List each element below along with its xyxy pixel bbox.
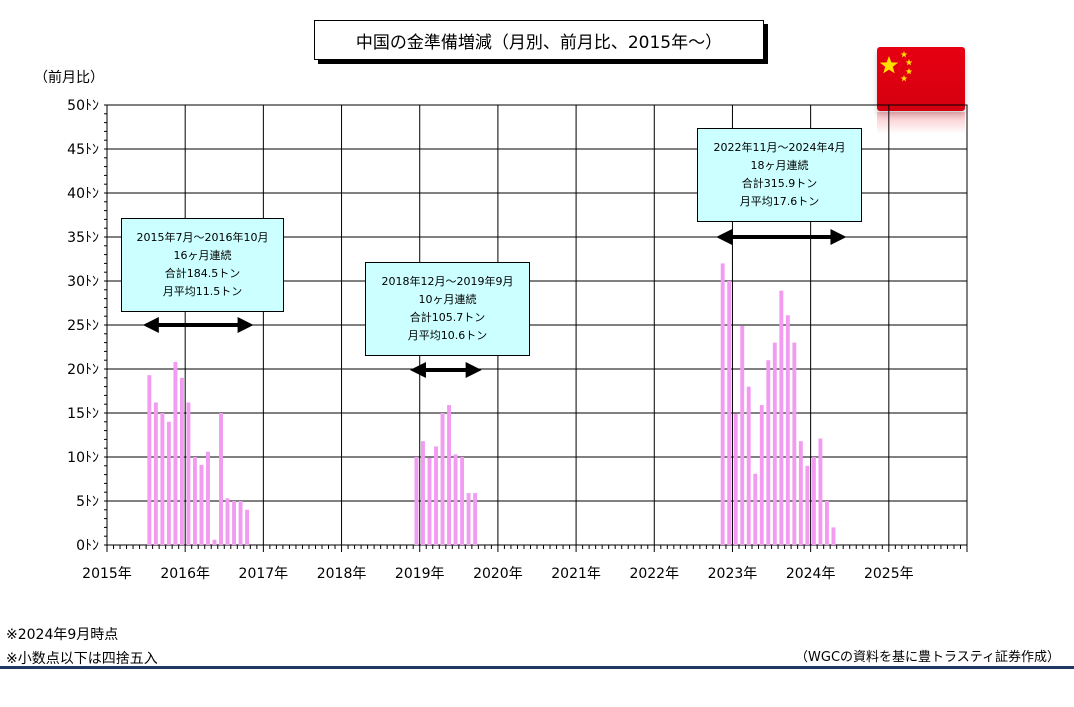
x-tick-label: 2025年 (864, 566, 914, 582)
bar (733, 413, 738, 545)
bar (798, 441, 803, 545)
bar (232, 501, 236, 545)
bar (440, 413, 445, 545)
bar (766, 360, 771, 545)
callout-line: 10ヶ月連続 (418, 293, 477, 306)
x-tick-label: 2020年 (473, 566, 523, 582)
gold-reserve-chart: 0ﾄﾝ 5ﾄﾝ 10ﾄﾝ 15ﾄﾝ 20ﾄﾝ 25ﾄﾝ 30ﾄﾝ 35ﾄﾝ 40ﾄﾝ 45ﾄﾝ 50… (67, 98, 968, 582)
callout-line: 2015年7月～2016年10月 (136, 231, 269, 244)
bar (245, 509, 250, 545)
x-tick-label: 2021年 (551, 566, 601, 582)
axes (104, 104, 968, 552)
bar (792, 342, 797, 545)
callout-line: 月平均11.5トン (162, 285, 243, 298)
bar (753, 473, 758, 545)
period-arrows (142, 229, 847, 378)
x-tick-label: 2024年 (786, 566, 836, 582)
bar (811, 457, 816, 545)
bar (153, 402, 158, 545)
x-tick-label: 2015年 (82, 566, 132, 582)
bar (414, 457, 419, 545)
y-tick-label: 20ﾄﾝ (67, 362, 99, 378)
bar (473, 493, 478, 545)
bar (453, 454, 458, 545)
callout-line: 16ヶ月連続 (173, 249, 232, 262)
bottom-rule (0, 666, 1074, 669)
x-tick-label: 2017年 (239, 566, 289, 582)
bar (759, 405, 764, 545)
bar (772, 342, 777, 545)
tick-labels: 0ﾄﾝ 5ﾄﾝ 10ﾄﾝ 15ﾄﾝ 20ﾄﾝ 25ﾄﾝ 30ﾄﾝ 35ﾄﾝ 40ﾄﾝ 45ﾄﾝ 50… (67, 98, 913, 582)
callout-line: 18ヶ月連続 (750, 159, 809, 172)
bar (421, 441, 425, 545)
double-arrow (409, 362, 482, 378)
callout-line: 合計184.5トン (164, 267, 241, 280)
double-arrow (716, 229, 847, 245)
china-flag-icon (877, 47, 965, 111)
y-tick-label: 15ﾄﾝ (67, 406, 99, 422)
y-tick-label: 50ﾄﾝ (67, 98, 99, 114)
y-tick-label: 0ﾄﾝ (76, 538, 99, 554)
bars (147, 263, 836, 545)
callout-line: 2022年11月～2024年4月 (713, 141, 846, 154)
bar (720, 263, 725, 545)
bar (212, 539, 217, 545)
bar (186, 402, 191, 545)
bar (779, 290, 784, 545)
y-tick-label: 25ﾄﾝ (67, 318, 99, 334)
callout-line: 合計105.7トン (409, 311, 486, 324)
x-tick-label: 2022年 (629, 566, 679, 582)
bar (173, 361, 178, 545)
bar (199, 464, 204, 545)
callout-period-2: 2018年12月～2019年9月 10ヶ月連続 合計105.7トン 月平均10.6トン (365, 262, 530, 356)
note-rounding: ※小数点以下は四捨五入 (6, 651, 158, 667)
callout-line: 月平均10.6トン (407, 329, 488, 342)
bar (447, 405, 451, 545)
bar (746, 386, 751, 545)
bar (427, 457, 432, 545)
bar (818, 438, 823, 545)
bar (785, 315, 790, 545)
callout-line: 月平均17.6トン (739, 195, 820, 208)
bar (166, 421, 171, 545)
bar (460, 457, 465, 545)
bar (727, 281, 732, 545)
bar (831, 527, 836, 545)
bar (179, 377, 184, 545)
bar (740, 325, 745, 545)
y-tick-label: 10ﾄﾝ (67, 450, 99, 466)
bar (225, 498, 230, 545)
bar (824, 501, 829, 545)
callout-period-1: 2015年7月～2016年10月 16ヶ月連続 合計184.5トン 月平均11.5トン (121, 218, 284, 312)
y-tick-label: 45ﾄﾝ (67, 142, 99, 158)
y-tick-label: 40ﾄﾝ (67, 186, 99, 202)
bar (466, 493, 471, 545)
flag-stars (879, 51, 913, 82)
x-tick-label: 2019年 (395, 566, 445, 582)
y-tick-label: 5ﾄﾝ (76, 494, 99, 510)
y-axis-label: （前月比） (34, 70, 104, 86)
x-tick-label: 2016年 (160, 566, 210, 582)
source-note: （WGCの資料を基に豊トラスティ証券作成） (795, 650, 1060, 665)
bar (219, 413, 223, 545)
callout-line: 合計315.9トン (741, 177, 818, 190)
bar (434, 446, 438, 545)
bar (805, 465, 810, 545)
bar (206, 451, 210, 545)
bar (193, 457, 197, 545)
y-tick-label: 35ﾄﾝ (67, 230, 99, 246)
bar (147, 375, 152, 545)
callout-line: 2018年12月～2019年9月 (381, 275, 514, 288)
callout-period-3: 2022年11月～2024年4月 18ヶ月連続 合計315.9トン 月平均17.6トン (697, 128, 862, 222)
x-tick-label: 2023年 (708, 566, 758, 582)
flag-reflection (877, 112, 965, 134)
x-tick-label: 2018年 (317, 566, 367, 582)
y-tick-label: 30ﾄﾝ (67, 274, 99, 290)
note-as-of: ※2024年9月時点 (6, 627, 119, 643)
bar (160, 413, 165, 545)
double-arrow (142, 317, 254, 333)
bar (238, 501, 243, 545)
chart-title: 中国の金準備増減（月別、前月比、2015年～） (314, 20, 764, 60)
